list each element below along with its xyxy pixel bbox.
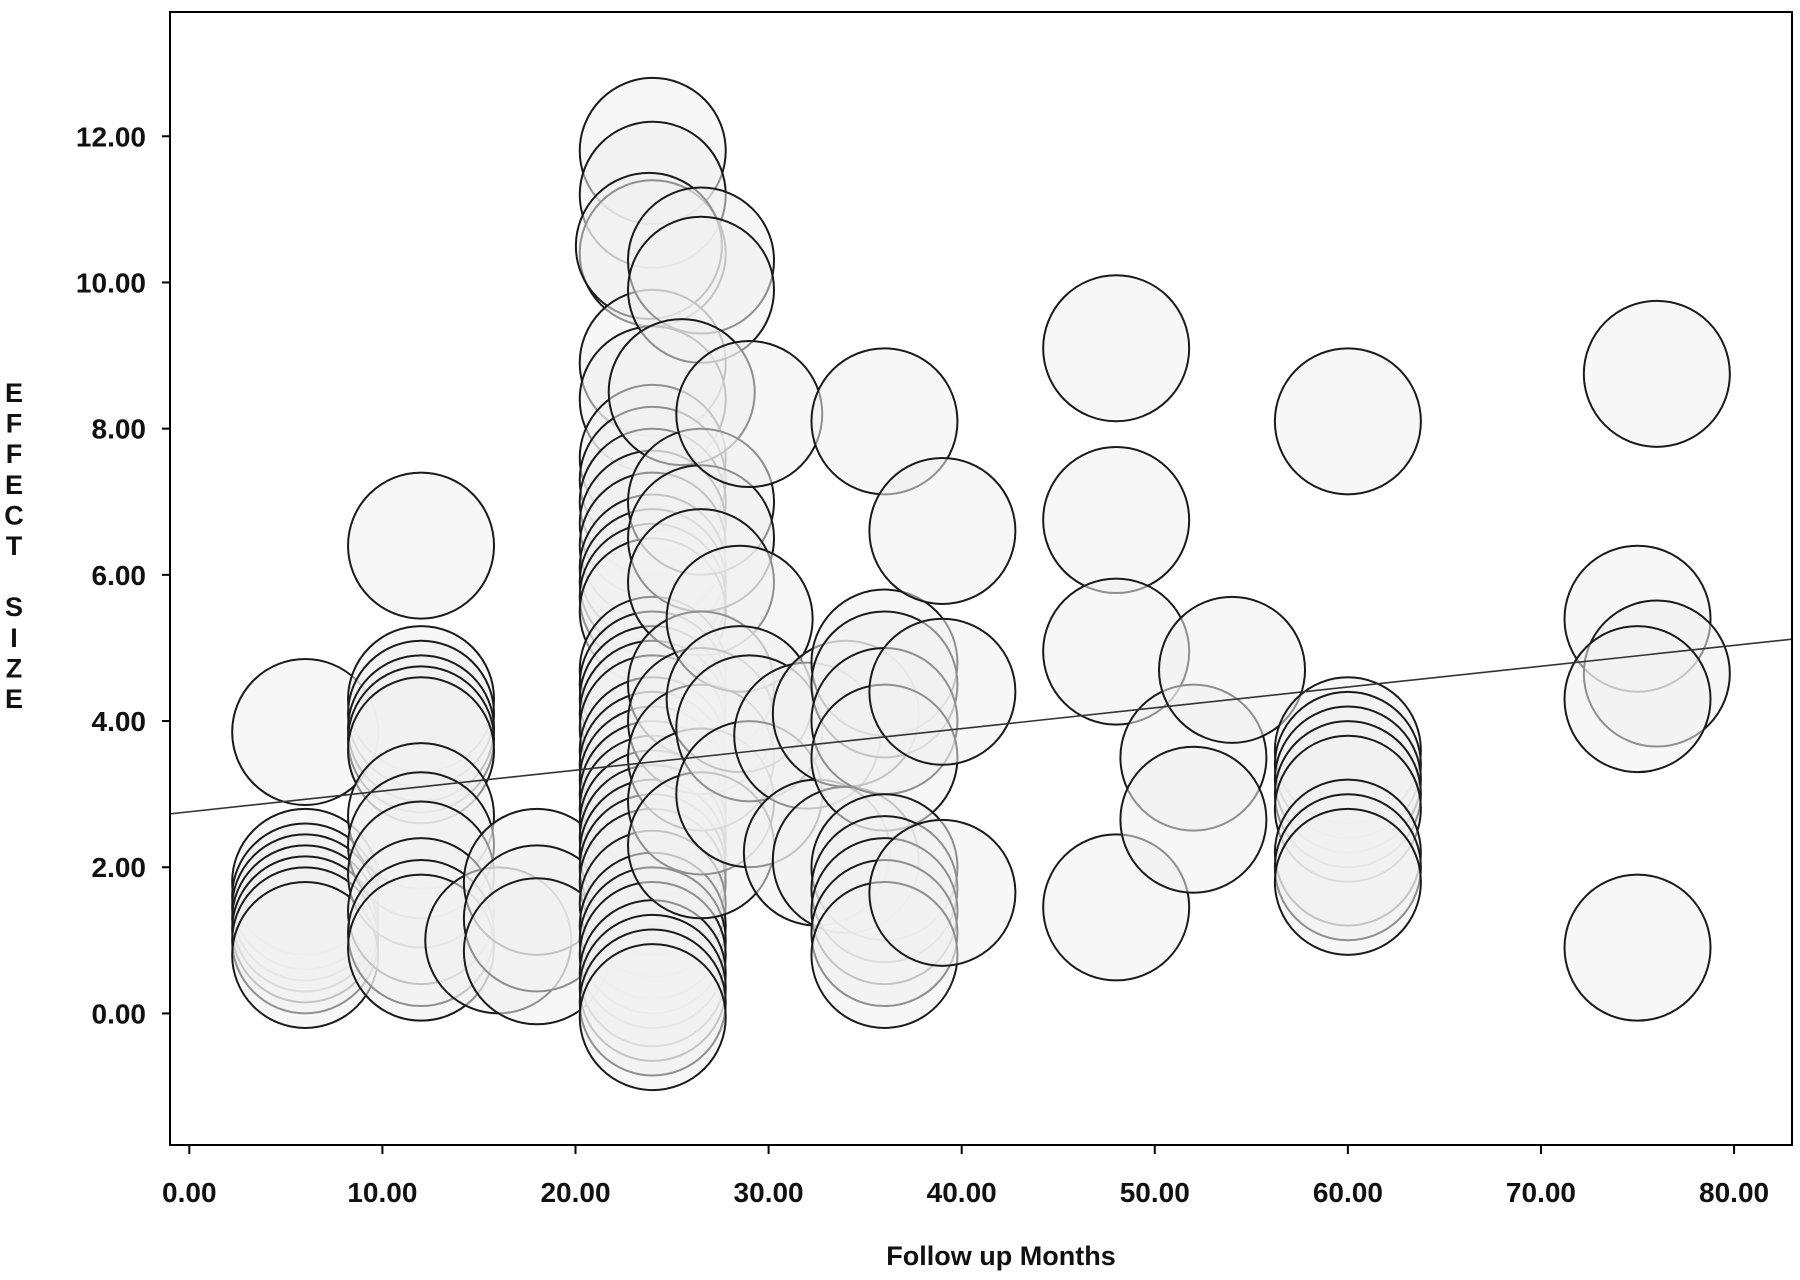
y-axis-ticks: 0.00 2.00 4.00 6.00 8.00 10.00 12.00 (76, 121, 170, 1029)
x-tick-label: 0.00 (162, 1177, 217, 1208)
bubble-layer (231, 76, 1731, 1092)
regression-line (169, 638, 1793, 815)
x-tick-label: 60.00 (1313, 1177, 1383, 1208)
x-tick-label: 30.00 (734, 1177, 804, 1208)
data-point-bubble (868, 617, 1017, 766)
x-tick-label: 50.00 (1120, 1177, 1190, 1208)
y-tick-label: 2.00 (92, 852, 147, 883)
y-tick-label: 10.00 (76, 267, 146, 298)
data-point-bubble (675, 340, 824, 489)
data-point-bubble (347, 471, 496, 620)
x-axis-title: Follow up Months (886, 1241, 1115, 1271)
y-tick-label: 4.00 (92, 706, 147, 737)
x-tick-label: 80.00 (1699, 1177, 1769, 1208)
data-point-bubble (1563, 625, 1712, 774)
y-tick-label: 8.00 (92, 414, 147, 445)
data-point-bubble (1042, 274, 1191, 423)
data-point-bubble (1119, 745, 1268, 894)
x-tick-label: 70.00 (1506, 1177, 1576, 1208)
data-point-bubble (578, 943, 727, 1092)
data-point-bubble (868, 818, 1017, 967)
data-point-bubble (1273, 347, 1422, 496)
x-axis-ticks: 0.00 10.00 20.00 30.00 40.00 50.00 60.00 70.00 8… (162, 1145, 1769, 1208)
y-tick-label: 0.00 (92, 998, 147, 1029)
data-point-bubble (1158, 595, 1307, 744)
data-point-bubble (1582, 299, 1731, 448)
data-point-bubble (1273, 807, 1422, 956)
data-point-bubble (1042, 446, 1191, 595)
data-point-bubble (1563, 873, 1712, 1022)
x-tick-label: 20.00 (540, 1177, 610, 1208)
data-point-bubble (868, 456, 1017, 605)
x-tick-label: 10.00 (347, 1177, 417, 1208)
x-tick-label: 40.00 (927, 1177, 997, 1208)
y-tick-label: 6.00 (92, 560, 147, 591)
y-tick-label: 12.00 (76, 121, 146, 152)
